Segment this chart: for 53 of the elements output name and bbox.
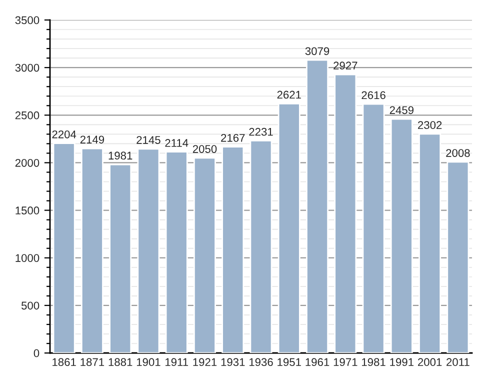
x-tick-label: 1971 <box>334 358 358 366</box>
y-tick-label: 2500 <box>15 111 40 120</box>
y-tick-label: 1000 <box>16 254 40 262</box>
x-tick-label: 1871 <box>80 358 104 366</box>
data-label: 2050 <box>192 145 217 153</box>
y-tick-label: 3000 <box>15 64 40 72</box>
bar <box>193 157 216 353</box>
x-tick-label: 1911 <box>166 358 188 366</box>
x-tick-label: 1961 <box>306 358 330 366</box>
data-label: 2459 <box>390 106 414 114</box>
y-tick-label: 3500 <box>15 16 40 24</box>
data-label: 2616 <box>362 91 386 100</box>
data-label: 2149 <box>80 136 104 144</box>
x-tick-label: 2011 <box>446 358 470 366</box>
bar <box>137 148 160 353</box>
data-label: 3079 <box>305 47 330 56</box>
bar <box>278 102 300 353</box>
data-label: 2008 <box>446 149 470 157</box>
data-label: 2114 <box>165 139 188 147</box>
y-tick-label: 2000 <box>15 158 40 167</box>
x-tick-label: 1861 <box>52 358 76 366</box>
bar <box>109 164 132 353</box>
data-label: 2231 <box>249 128 273 136</box>
data-label: 2621 <box>277 90 301 99</box>
bar <box>418 133 442 353</box>
y-tick-label: 0 <box>34 349 40 358</box>
bar <box>446 161 470 353</box>
bar <box>334 74 357 353</box>
x-tick-label: 1936 <box>249 358 273 366</box>
bar <box>222 146 244 353</box>
bar <box>52 142 76 353</box>
bar <box>250 140 272 353</box>
x-tick-label: 1881 <box>108 358 132 366</box>
data-label: 2145 <box>136 136 160 144</box>
bar <box>165 151 188 353</box>
data-label: 2927 <box>334 62 358 70</box>
x-tick-label: 1951 <box>278 358 301 366</box>
data-label: 2167 <box>221 134 245 142</box>
y-tick-label: 1500 <box>16 206 40 214</box>
data-label: 2302 <box>418 121 442 130</box>
x-tick-label: 2001 <box>418 358 442 366</box>
bar <box>306 59 329 353</box>
x-tick-label: 1981 <box>362 358 386 366</box>
bar <box>362 103 385 353</box>
x-tick-label: 1921 <box>193 358 217 366</box>
data-label: 1981 <box>108 152 132 160</box>
x-tick-label: 1901 <box>136 358 160 366</box>
x-tick-label: 1931 <box>221 358 245 366</box>
bar <box>80 148 104 353</box>
x-tick-label: 1991 <box>390 358 414 366</box>
data-label: 2204 <box>52 130 76 138</box>
bar <box>390 118 413 353</box>
y-tick-label: 500 <box>21 302 40 310</box>
